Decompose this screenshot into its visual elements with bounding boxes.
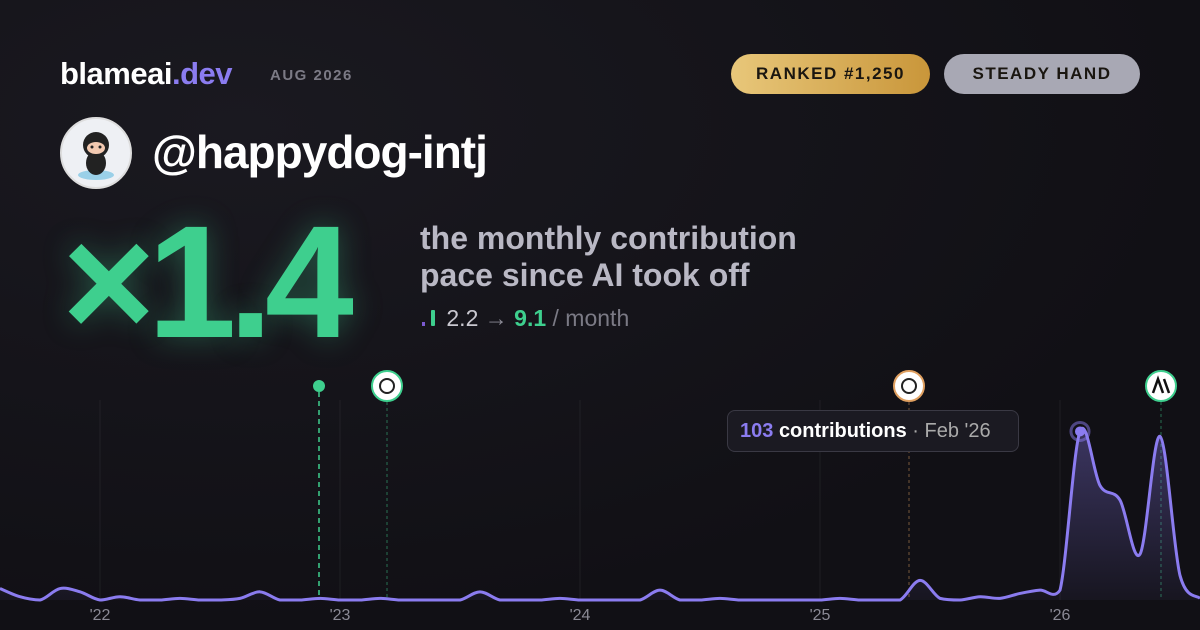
- brand: blameai.dev: [60, 56, 232, 92]
- event-markers: [313, 370, 1177, 600]
- pace-icon: [422, 310, 435, 326]
- period: AUG 2026: [270, 67, 353, 84]
- rank-badge: RANKED #1,250: [731, 54, 930, 94]
- event-icon: [893, 370, 925, 402]
- event-icon: [371, 370, 403, 402]
- x-tick-label: '26: [1050, 607, 1071, 624]
- tooltip: 103 contributions · Feb '26: [727, 410, 1019, 452]
- avatar: [60, 117, 132, 189]
- caption: pace since AI took off: [420, 257, 750, 293]
- caption: the monthly contribution: [420, 220, 797, 256]
- persona-badge: STEADY HAND: [944, 54, 1140, 94]
- x-tick-label: '23: [330, 607, 351, 624]
- area: [0, 428, 1200, 600]
- tooltip-value: 103: [740, 420, 774, 442]
- pace-before: 2.2: [446, 305, 479, 331]
- handle: @happydog-intj: [152, 126, 488, 178]
- brand-tld: .dev: [171, 56, 233, 91]
- pace-arrow: →: [484, 305, 508, 331]
- highlight-point: [1075, 426, 1085, 437]
- tooltip-date: Feb '26: [924, 420, 991, 442]
- x-tick-label: '24: [570, 607, 591, 624]
- line: [0, 426, 1200, 602]
- event-icon-glyph: [901, 378, 917, 394]
- highlight-point: [1069, 420, 1091, 442]
- pace-after: 9.1: [514, 305, 547, 331]
- event-dot: [313, 380, 325, 392]
- brand-name: blameai: [60, 56, 172, 91]
- pace: 2.2 → 9.1 / month: [420, 305, 629, 332]
- x-tick-label: '22: [90, 607, 111, 624]
- pace-unit: / month: [552, 305, 630, 331]
- tooltip-label: contributions: [778, 420, 907, 442]
- multiplier: ×1.4: [62, 192, 354, 371]
- event-icon-glyph: [379, 378, 395, 394]
- event-icon-glyph: [1151, 375, 1171, 394]
- x-tick-label: '25: [810, 607, 831, 624]
